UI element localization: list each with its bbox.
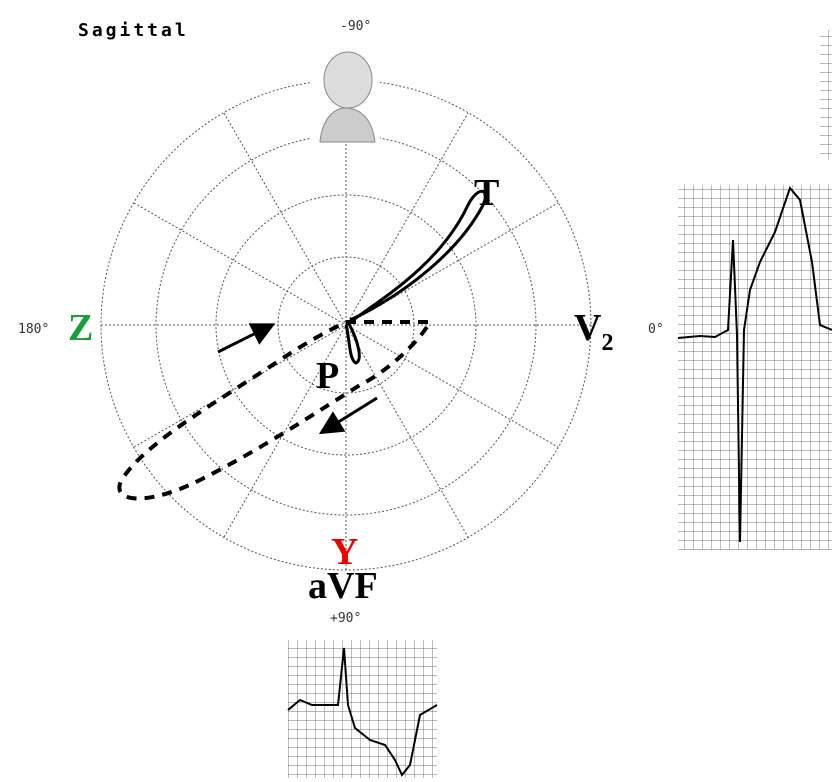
angle-label: +90° [330,611,361,626]
lead-label: V2 [574,307,613,356]
title: Sagittal [78,20,189,41]
lead-label: Z [68,307,93,349]
loop-label: T [474,172,499,214]
ecg-strip-bottom [287,640,438,778]
ecg-strip-right [677,185,832,550]
lead-subscript: 2 [601,330,613,356]
angle-label: -90° [340,19,371,34]
loop-label: P [316,355,339,397]
lead-letter: V [574,307,602,349]
head-icon [310,50,380,143]
angle-label: 0° [648,322,664,337]
angle-label: 180° [18,322,49,337]
ecg-strip-top [820,30,832,160]
loops [117,189,487,501]
lead-label: Y [331,531,358,573]
lead-label: aVF [308,565,378,607]
